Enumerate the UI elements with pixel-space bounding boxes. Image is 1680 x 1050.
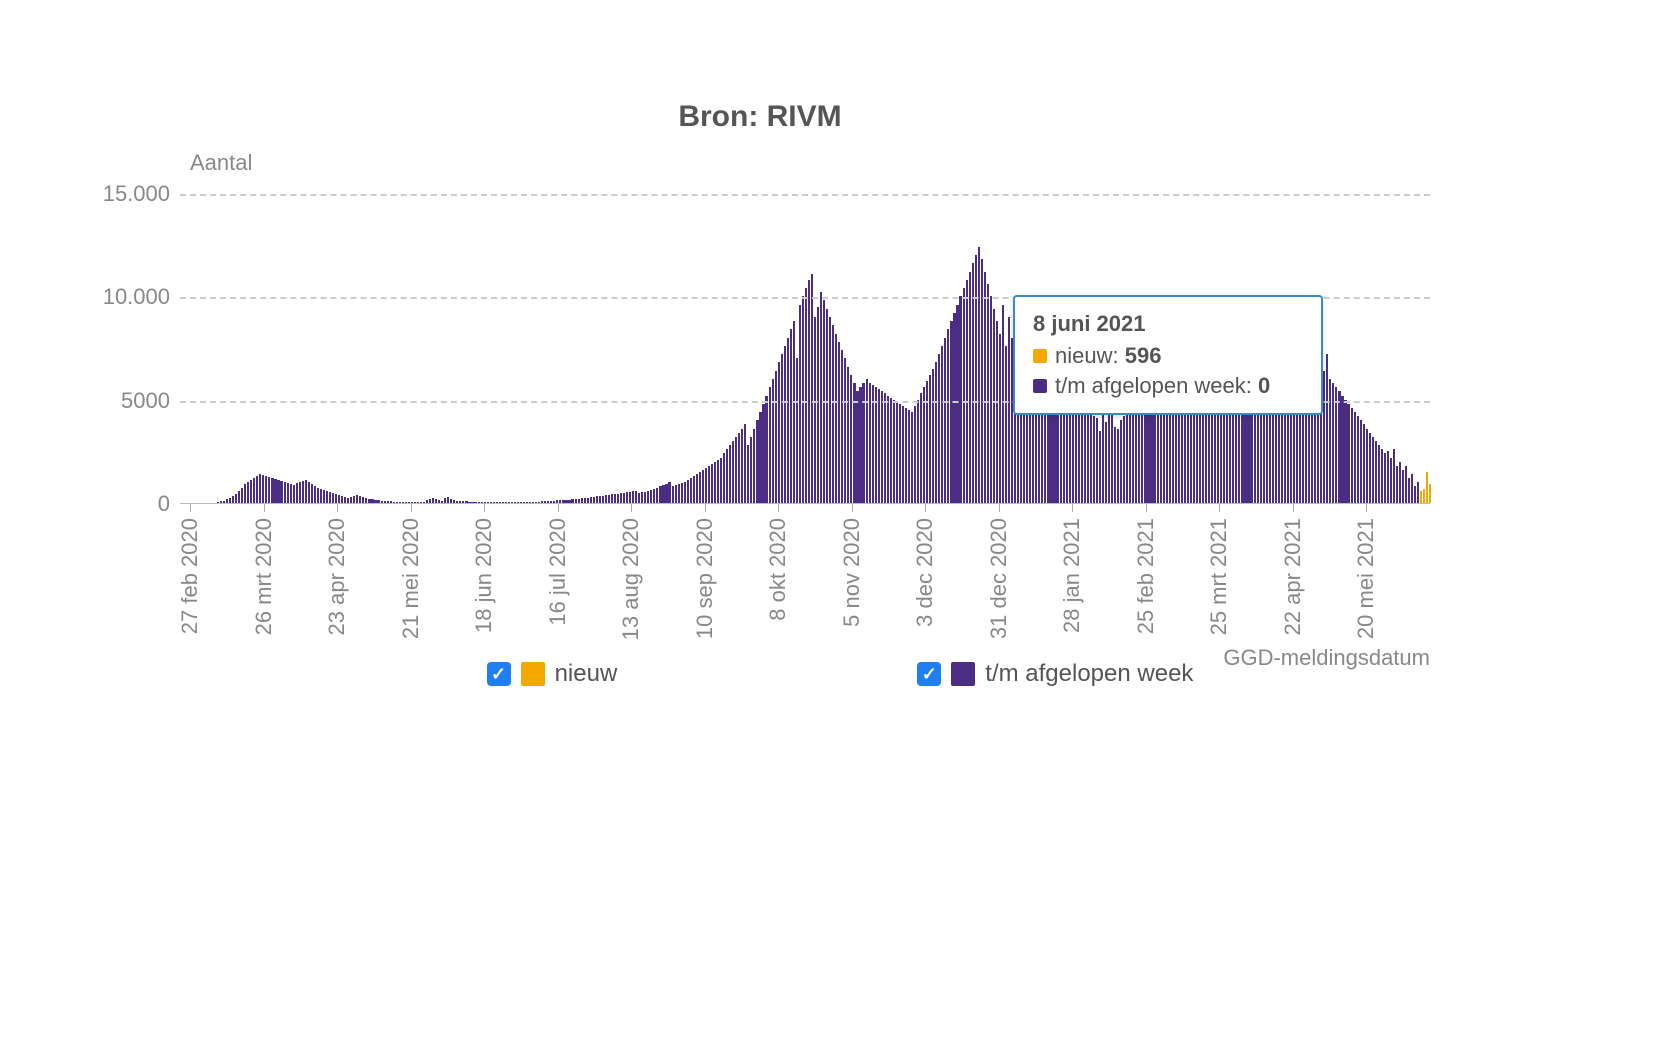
tooltip-swatch (1033, 349, 1047, 363)
ytick-label: 15.000 (80, 181, 170, 207)
bar-slot (1429, 194, 1432, 503)
legend-item: ✓ nieuw (487, 660, 618, 688)
legend-label: t/m afgelopen week (985, 660, 1193, 688)
legend-item: ✓ t/m afgelopen week (917, 660, 1193, 688)
xtick-label: 18 jun 2020 (471, 518, 497, 633)
xtick (705, 504, 706, 512)
ytick-label: 0 (80, 491, 170, 517)
xtick-label: 16 jul 2020 (545, 518, 571, 626)
xtick-label: 26 mrt 2020 (251, 518, 277, 635)
xtick (1219, 504, 1220, 512)
xtick-label: 31 dec 2020 (986, 518, 1012, 639)
legend-checkbox[interactable]: ✓ (487, 662, 511, 686)
tooltip-row: t/m afgelopen week: 0 (1033, 373, 1303, 399)
xtick (411, 504, 412, 512)
xtick-label: 13 aug 2020 (618, 518, 644, 640)
xtick-label: 22 apr 2021 (1280, 518, 1306, 635)
ytick-label: 5000 (80, 388, 170, 414)
xtick (925, 504, 926, 512)
xtick (852, 504, 853, 512)
xtick-label: 25 feb 2021 (1133, 518, 1159, 634)
bar[interactable] (1429, 484, 1431, 503)
xtick (558, 504, 559, 512)
tooltip-row: nieuw: 596 (1033, 343, 1303, 369)
xtick-label: 5 nov 2020 (839, 518, 865, 627)
xtick (1146, 504, 1147, 512)
chart-title: Bron: RIVM (80, 100, 1440, 134)
xtick (1293, 504, 1294, 512)
xtick-label: 8 okt 2020 (765, 518, 791, 621)
xtick (999, 504, 1000, 512)
tooltip-text: t/m afgelopen week: 0 (1055, 373, 1270, 399)
xtick (484, 504, 485, 512)
xtick-label: 3 dec 2020 (912, 518, 938, 627)
xtick (264, 504, 265, 512)
xtick (190, 504, 191, 512)
xtick (631, 504, 632, 512)
legend: ✓ nieuw ✓ t/m afgelopen week (0, 660, 1680, 688)
legend-swatch (521, 662, 545, 686)
xtick-label: 21 mei 2020 (398, 518, 424, 639)
tooltip-text: nieuw: 596 (1055, 343, 1161, 369)
tooltip: 8 juni 2021 nieuw: 596 t/m afgelopen week… (1013, 295, 1323, 415)
xtick (337, 504, 338, 512)
ytick-label: 10.000 (80, 284, 170, 310)
xtick-label: 25 mrt 2021 (1206, 518, 1232, 635)
xtick-label: 23 apr 2020 (324, 518, 350, 635)
legend-checkbox[interactable]: ✓ (917, 662, 941, 686)
xtick-label: 20 mei 2021 (1353, 518, 1379, 639)
xtick (1366, 504, 1367, 512)
xtick-label: 28 jan 2021 (1059, 518, 1085, 633)
legend-swatch (951, 662, 975, 686)
legend-label: nieuw (555, 660, 618, 688)
xtick-label: 27 feb 2020 (177, 518, 203, 634)
tooltip-date: 8 juni 2021 (1033, 311, 1303, 337)
gridline (180, 194, 1430, 196)
xtick (1072, 504, 1073, 512)
y-axis-title: Aantal (190, 150, 252, 176)
xtick (778, 504, 779, 512)
tooltip-swatch (1033, 379, 1047, 393)
xtick-label: 10 sep 2020 (692, 518, 718, 639)
